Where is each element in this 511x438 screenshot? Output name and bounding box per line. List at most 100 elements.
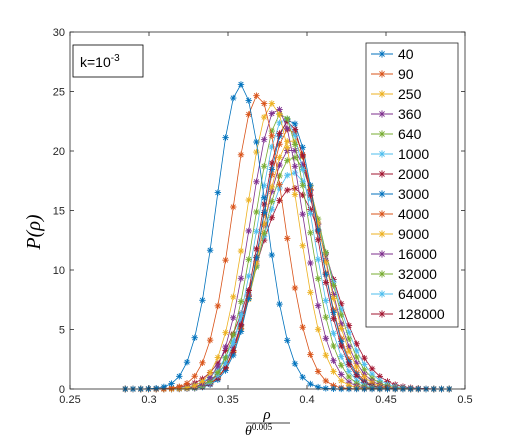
data-point <box>199 359 206 367</box>
x-axis-label-denominator: θ0.005 <box>245 422 273 438</box>
legend-item-640: 640 <box>371 126 422 142</box>
data-point <box>291 120 299 128</box>
data-point <box>214 189 222 196</box>
data-point <box>176 383 183 390</box>
data-point <box>268 159 276 167</box>
data-point <box>268 110 276 117</box>
data-point <box>361 354 368 362</box>
data-point <box>353 373 360 380</box>
legend-label: 3000 <box>398 186 429 202</box>
data-point <box>276 141 283 148</box>
data-point <box>199 297 206 304</box>
data-point <box>361 361 368 368</box>
legend-label: 128000 <box>398 306 445 322</box>
data-point <box>314 302 322 309</box>
data-point <box>299 182 306 189</box>
data-point <box>152 385 160 392</box>
x-axis-label-denominator-base: θ <box>245 424 252 438</box>
data-point <box>268 100 276 107</box>
data-point <box>191 373 198 380</box>
data-point <box>237 151 245 159</box>
data-point <box>230 94 237 102</box>
annotation-frame <box>72 44 144 78</box>
data-point <box>168 380 175 387</box>
data-point <box>291 191 299 198</box>
legend-marker <box>378 190 386 198</box>
data-point <box>314 275 322 282</box>
data-point <box>345 335 353 343</box>
data-point <box>353 363 360 371</box>
data-point <box>268 166 276 173</box>
data-point <box>345 343 353 350</box>
legend-label: 90 <box>398 66 414 82</box>
data-point <box>330 342 337 350</box>
x-tick-label: 0.25 <box>59 394 80 406</box>
data-point <box>222 343 229 351</box>
legend-item-32000: 32000 <box>371 266 437 282</box>
legend-marker <box>378 310 386 318</box>
data-point <box>322 352 330 359</box>
legend-label: 32000 <box>398 266 437 282</box>
data-point <box>230 347 237 354</box>
legend-item-4000: 4000 <box>371 206 429 222</box>
data-point <box>237 298 245 305</box>
x-axis-label: ρ θ0.005 <box>245 407 290 438</box>
data-point <box>338 371 345 378</box>
data-point <box>276 130 283 137</box>
legend-item-360: 360 <box>371 106 422 122</box>
data-point <box>245 287 252 294</box>
data-point <box>291 360 299 367</box>
legend-marker <box>378 50 386 58</box>
data-point <box>245 256 252 263</box>
data-point <box>253 92 260 99</box>
data-point <box>314 368 322 375</box>
annotation-text: k=10-3 <box>80 53 120 70</box>
data-point <box>284 115 291 122</box>
data-point <box>291 141 299 148</box>
legend-marker <box>378 230 386 238</box>
data-point <box>314 236 322 243</box>
legend-label: 360 <box>398 106 422 122</box>
ticks-layer: 0.25 0.3 0.35 0.4 0.45 0.5 0 5 10 15 20 25 30 <box>53 27 473 406</box>
x-tick-label: 0.3 <box>141 394 156 406</box>
legend-item-16000: 16000 <box>371 246 437 262</box>
legend-label: 64000 <box>398 286 437 302</box>
data-point <box>199 378 206 385</box>
data-point <box>299 166 306 173</box>
data-point <box>307 380 314 388</box>
legend-item-3000: 3000 <box>371 186 429 202</box>
data-point <box>253 245 260 253</box>
legend-marker <box>378 150 386 158</box>
y-tick-label: 0 <box>59 384 65 396</box>
data-point <box>191 382 198 389</box>
data-point <box>222 134 229 141</box>
data-point <box>206 336 214 344</box>
legend-item-64000: 64000 <box>371 286 437 302</box>
data-point <box>322 314 330 321</box>
legend-item-128000: 128000 <box>371 306 445 322</box>
data-point <box>307 259 314 267</box>
x-tick-label: 0.45 <box>375 394 396 406</box>
data-point <box>245 111 252 118</box>
x-tick-label: 0.35 <box>217 394 238 406</box>
legend-item-9000: 9000 <box>371 226 429 242</box>
data-point <box>338 342 345 350</box>
data-point <box>299 152 306 160</box>
legend-label: 40 <box>398 46 414 62</box>
data-point <box>214 354 222 361</box>
data-point <box>307 210 314 217</box>
data-point <box>276 300 283 308</box>
data-point <box>330 368 337 375</box>
data-point <box>338 320 345 328</box>
y-tick-label: 30 <box>53 27 65 39</box>
data-point <box>214 302 222 310</box>
data-point <box>345 348 353 355</box>
legend-marker <box>378 90 386 98</box>
data-point <box>284 157 291 164</box>
annotation-exponent: -3 <box>111 53 120 64</box>
data-point <box>338 300 345 307</box>
legend-marker <box>378 250 386 258</box>
data-point <box>353 340 360 347</box>
y-axis-label: P(ρ) <box>23 214 45 250</box>
data-point <box>291 147 299 154</box>
